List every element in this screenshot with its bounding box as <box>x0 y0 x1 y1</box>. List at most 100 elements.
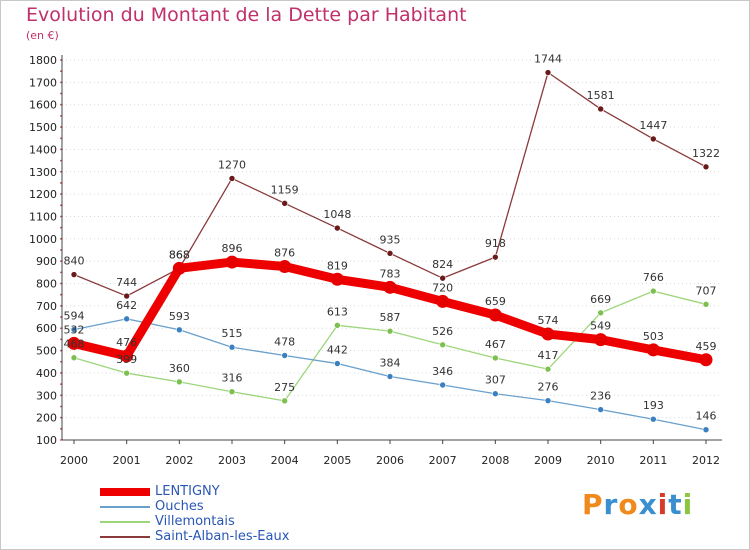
y-minor-mark <box>60 316 62 318</box>
grid-lines <box>62 59 720 441</box>
data-label: 783 <box>380 267 401 280</box>
data-label: 146 <box>696 410 717 423</box>
data-point <box>544 365 552 373</box>
y-minor-mark <box>60 349 62 352</box>
data-label: 1744 <box>534 53 562 66</box>
data-label: 503 <box>643 330 664 343</box>
data-label: 532 <box>64 323 85 336</box>
y-axis-ticks: 100 200 300 400 500 600 700 800 900 1000 1100 1200 1… <box>29 54 57 447</box>
y-minor-mark <box>60 226 62 229</box>
y-tick-label: 1300 <box>29 166 57 179</box>
y-minor-mark <box>60 416 62 419</box>
y-tick-label: 1500 <box>29 121 57 134</box>
data-label: 526 <box>432 325 453 338</box>
data-point <box>123 315 130 323</box>
data-label: 1581 <box>587 89 615 102</box>
y-tick-label: 300 <box>36 389 57 402</box>
chart-title: Evolution du Montant de la Dette par Hab… <box>26 4 467 26</box>
y-tick-label: 1200 <box>29 188 57 201</box>
y-tick-label: 900 <box>36 255 57 268</box>
x-tick-label: 2002 <box>165 454 193 467</box>
data-point <box>330 272 344 286</box>
x-tick-label: 2008 <box>481 454 509 467</box>
data-label: 593 <box>169 310 190 323</box>
data-point <box>386 327 394 335</box>
x-tick-label: 2006 <box>376 454 404 467</box>
x-tick-label: 2001 <box>113 454 141 467</box>
data-point <box>492 390 499 398</box>
data-point <box>544 69 552 76</box>
data-label: 1048 <box>323 208 351 221</box>
data-point <box>70 271 78 278</box>
data-label: 236 <box>590 390 611 403</box>
legend-item: Ouches <box>100 499 289 514</box>
data-point <box>334 224 341 232</box>
y-minor-mark <box>60 148 62 151</box>
y-minor-mark <box>60 170 62 173</box>
data-label: 346 <box>432 365 453 378</box>
legend-item: Villemontais <box>100 514 289 529</box>
logo-letter: P <box>582 488 604 521</box>
data-label: 613 <box>327 305 348 318</box>
data-label: 824 <box>432 258 453 271</box>
data-label: 1447 <box>639 119 667 132</box>
legend-swatch <box>100 520 150 523</box>
data-label: 442 <box>327 344 348 357</box>
y-minor-mark <box>60 327 62 330</box>
data-point <box>176 378 183 386</box>
data-label: 896 <box>222 242 243 255</box>
data-label: 549 <box>590 320 611 333</box>
y-minor-mark <box>60 59 62 61</box>
legend-item: LENTIGNY <box>100 484 289 499</box>
y-tick-label: 1800 <box>29 54 57 67</box>
data-point <box>650 287 657 295</box>
y-tick-label: 1000 <box>29 233 57 246</box>
y-minor-mark <box>60 360 62 363</box>
legend-swatch <box>100 535 150 538</box>
data-point <box>386 373 394 380</box>
y-tick-label: 100 <box>36 434 57 447</box>
data-label: 515 <box>222 327 243 340</box>
y-tick-label: 700 <box>36 300 57 313</box>
data-label: 744 <box>116 276 137 289</box>
data-label: 468 <box>64 338 85 351</box>
data-label: 594 <box>64 310 85 323</box>
data-point <box>541 327 555 341</box>
data-label: 307 <box>485 374 506 387</box>
y-minor-mark <box>60 237 62 240</box>
y-minor-mark <box>60 159 62 162</box>
data-point <box>228 175 236 182</box>
data-point <box>488 308 502 322</box>
y-minor-mark <box>60 126 62 128</box>
y-tick-label: 1400 <box>29 143 57 156</box>
proxiti-logo: Proxiti <box>582 488 693 521</box>
legend-label: Ouches <box>155 499 204 514</box>
data-point <box>650 415 657 423</box>
data-label: 399 <box>116 353 137 366</box>
data-point <box>281 199 288 207</box>
y-tick-label: 200 <box>36 412 57 425</box>
y-minor-mark <box>60 293 62 296</box>
legend: LENTIGNY Ouches Villemontais Saint-Alban-le… <box>100 484 289 544</box>
y-minor-mark <box>60 439 62 441</box>
data-point <box>278 260 292 274</box>
y-minor-mark <box>60 394 62 397</box>
data-label: 316 <box>222 372 243 385</box>
y-minor-mark <box>60 114 62 117</box>
data-label: 868 <box>169 248 190 261</box>
data-label: 478 <box>274 336 295 349</box>
data-label: 193 <box>643 399 664 412</box>
data-label: 669 <box>590 293 611 306</box>
data-label: 275 <box>274 381 295 394</box>
y-minor-mark <box>60 137 62 140</box>
y-minor-mark <box>60 383 62 386</box>
data-label: 707 <box>696 284 717 297</box>
data-label: 1322 <box>692 147 720 160</box>
x-tick-label: 2003 <box>218 454 246 467</box>
data-label: 459 <box>696 340 717 353</box>
legend-label: Villemontais <box>155 514 235 529</box>
logo-letter: r <box>603 488 619 521</box>
data-label: 876 <box>274 247 295 260</box>
